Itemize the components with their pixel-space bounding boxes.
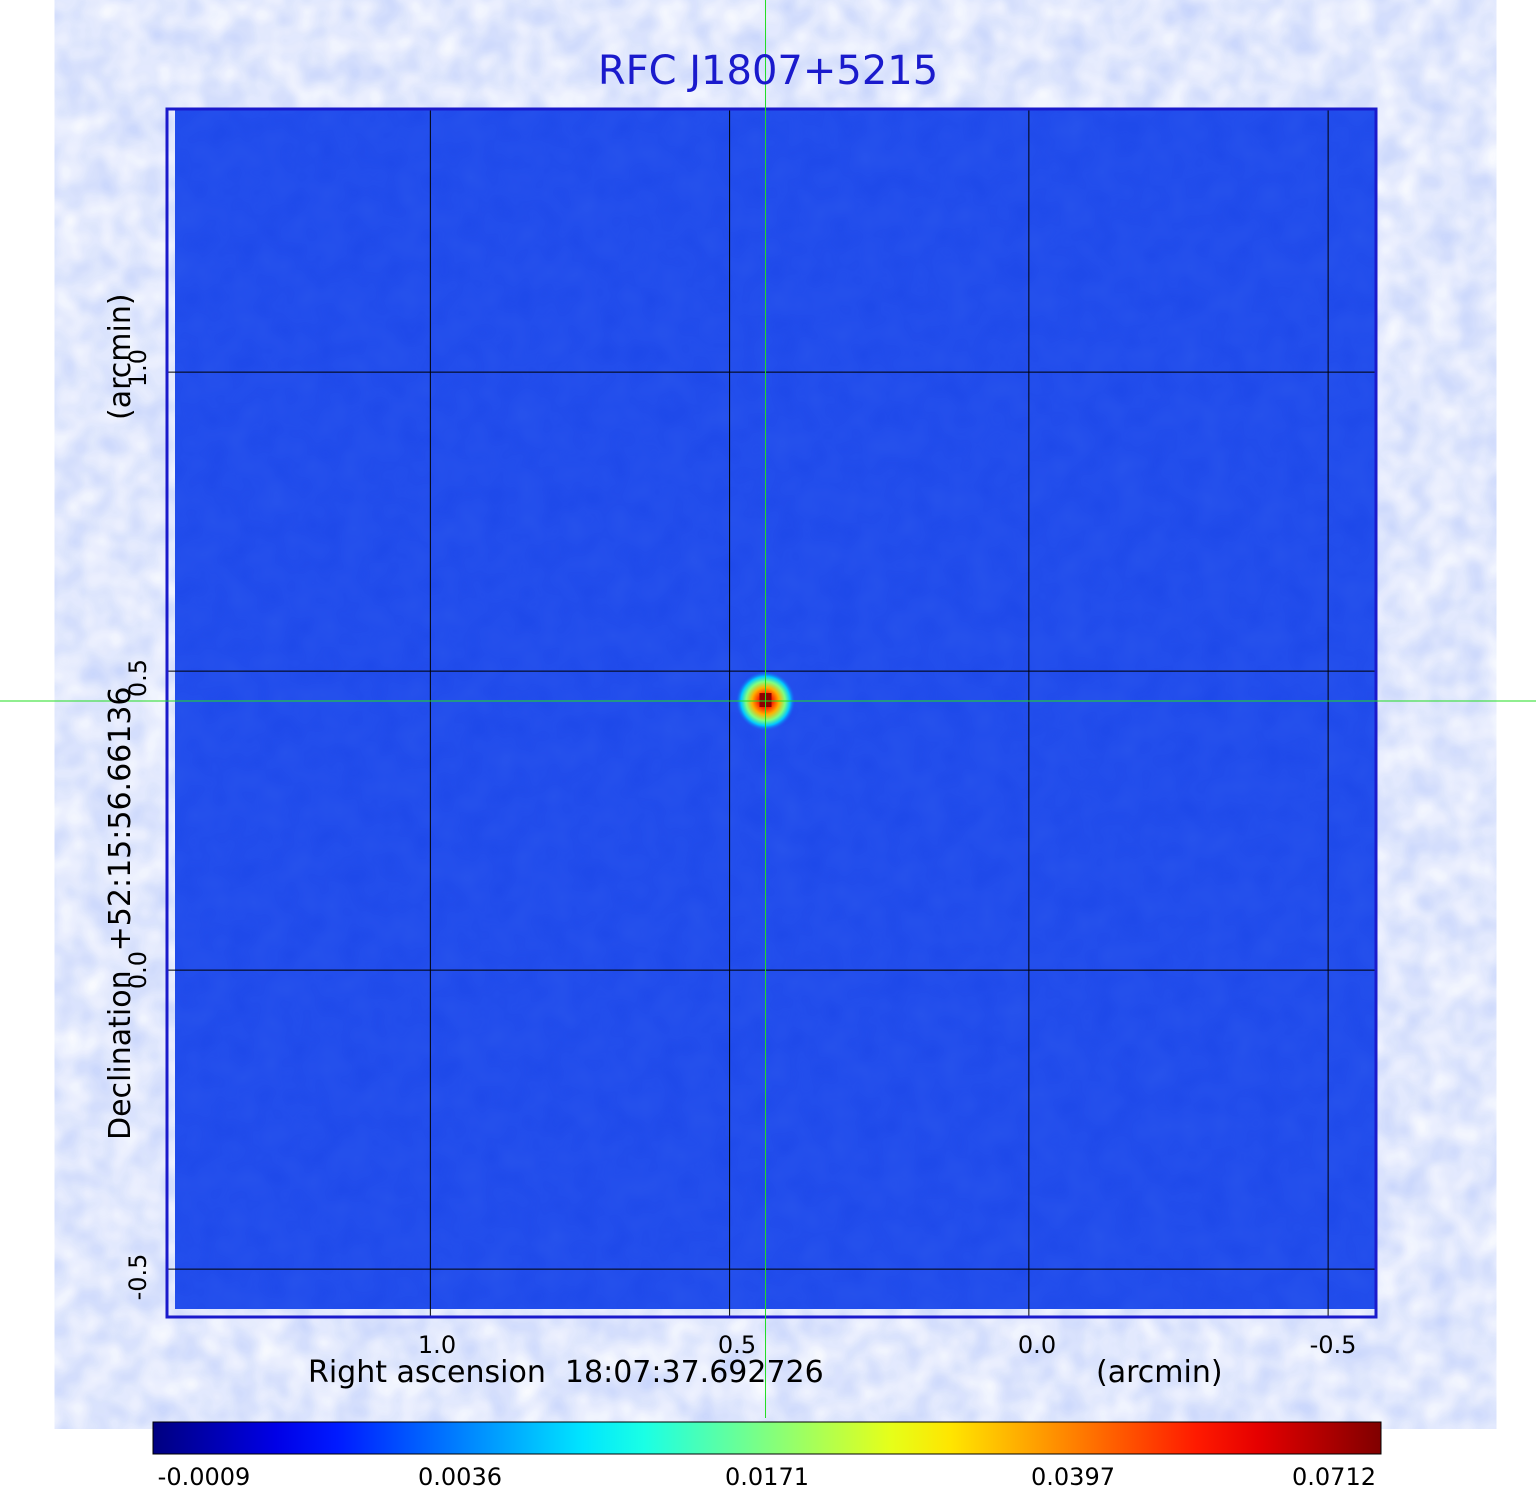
x-tick-label: 1.0: [417, 1331, 457, 1359]
colorbar-tick-label: 0.0036: [418, 1463, 502, 1491]
x-axis-unit: (arcmin): [1096, 1355, 1223, 1390]
chart-title: RFC J1807+5215: [597, 48, 939, 94]
y-axis-label: Declination +52:15:56.66136: [103, 686, 138, 1140]
y-tick-label: 0.5: [124, 658, 152, 698]
colorbar-tick-label: 0.0712: [1292, 1463, 1376, 1491]
colorbar-tick-label: 0.0397: [1031, 1463, 1115, 1491]
colorbar-tick-label: 0.0171: [725, 1463, 809, 1491]
y-tick-label: 1.0: [124, 348, 152, 388]
plot-frame: [165, 107, 1378, 1319]
y-tick-label: -0.5: [124, 1253, 152, 1301]
x-tick-label: -0.5: [1309, 1331, 1357, 1359]
x-tick-label: 0.0: [1017, 1331, 1057, 1359]
x-axis-label: Right ascension 18:07:37.692726: [308, 1355, 824, 1390]
y-tick-label: 0.0: [124, 950, 152, 990]
colorbar: [152, 1421, 1382, 1455]
x-tick-label: 0.5: [717, 1331, 757, 1359]
colorbar-tick-label: -0.0009: [157, 1463, 251, 1491]
